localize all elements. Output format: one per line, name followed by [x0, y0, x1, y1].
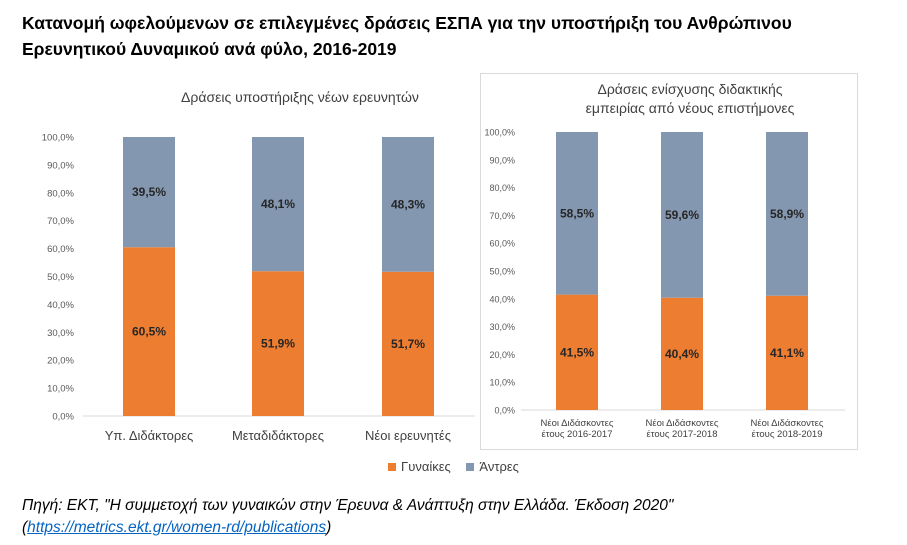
chart1-category-label: Μεταδιδάκτορες: [232, 428, 324, 443]
chart1-ytick-label: 10,0%: [47, 384, 74, 395]
chart1-ytick-label: 0,0%: [52, 412, 74, 423]
chart2-category-label: Νέοι Διδάσκοντες: [646, 418, 719, 429]
chart2-ytick-label: 40,0%: [489, 294, 515, 304]
chart1-data-label: 60,5%: [132, 325, 166, 339]
chart1-ytick-label: 70,0%: [47, 216, 74, 227]
legend-item-women: Γυναίκες: [388, 459, 451, 474]
chart1-category-label: Νέοι ερευνητές: [365, 428, 451, 443]
chart2-data-label: 40,4%: [665, 347, 699, 361]
chart2-data-label: 59,6%: [665, 208, 699, 222]
chart1-ytick-label: 60,0%: [47, 244, 74, 255]
chart2-bar-men: [766, 132, 808, 296]
chart2-frame: [480, 73, 858, 450]
chart2-bar-men: [556, 132, 598, 295]
chart2-ytick-label: 30,0%: [489, 322, 515, 332]
chart2-title: Δράσεις ενίσχυσης διδακτικής εμπειρίας α…: [510, 80, 870, 118]
chart2-category-label: έτους 2017-2018: [647, 429, 718, 440]
chart2-bar-men: [661, 132, 703, 298]
chart1-bar-women: [252, 271, 304, 416]
chart1-ytick-label: 80,0%: [47, 188, 74, 199]
chart1-ytick-label: 100,0%: [42, 133, 75, 144]
source-paren-close: ): [326, 519, 332, 536]
chart2-ytick-label: 10,0%: [489, 378, 515, 388]
chart1-ytick-label: 40,0%: [47, 300, 74, 311]
chart2-category-label: έτους 2016-2017: [542, 429, 613, 440]
chart2-category-label: Νέοι Διδάσκοντες: [751, 418, 824, 429]
chart2-title-line1: Δράσεις ενίσχυσης διδακτικής: [597, 81, 783, 97]
source-link-line: (https://metrics.ekt.gr/women-rd/publica…: [22, 517, 673, 539]
chart2-title-line2: εμπειρίας από νέους επιστήμονες: [585, 100, 795, 116]
chart2-ytick-label: 0,0%: [494, 406, 515, 416]
chart2-ytick-label: 90,0%: [489, 155, 515, 165]
chart2-ytick-label: 50,0%: [489, 267, 515, 277]
chart1-data-label: 51,7%: [391, 337, 425, 351]
chart1-data-label: 51,9%: [261, 337, 295, 351]
chart1-bar-women: [123, 247, 175, 416]
legend-label-men: Άντρες: [479, 459, 519, 474]
chart2-category-label: Νέοι Διδάσκοντες: [541, 418, 614, 429]
chart1-data-label: 39,5%: [132, 185, 166, 199]
source-text: Πηγή: ΕΚΤ, "Η συμμετοχή των γυναικών στη…: [22, 497, 674, 514]
source-link[interactable]: https://metrics.ekt.gr/women-rd/publicat…: [27, 519, 327, 536]
chart2-ytick-label: 60,0%: [489, 239, 515, 249]
chart1-category-label: Υπ. Διδάκτορες: [105, 428, 194, 443]
chart2-bar-women: [661, 297, 703, 410]
source-note: Πηγή: ΕΚΤ, "Η συμμετοχή των γυναικών στη…: [22, 495, 673, 539]
legend-swatch-women: [388, 462, 397, 471]
chart1-bar-women: [382, 271, 434, 416]
main-title: Κατανομή ωφελούμενων σε επιλεγμένες δράσ…: [22, 13, 792, 59]
chart2-data-label: 58,9%: [770, 207, 804, 221]
legend-item-men: Άντρες: [466, 459, 519, 474]
chart1-data-label: 48,3%: [391, 197, 425, 211]
chart1-ytick-label: 30,0%: [47, 328, 74, 339]
chart2-bar-women: [766, 295, 808, 410]
chart2-data-label: 41,1%: [770, 346, 804, 360]
chart2-bar-women: [556, 294, 598, 410]
chart1-bar-men: [252, 137, 304, 272]
chart1-ytick-label: 20,0%: [47, 356, 74, 367]
legend-label-women: Γυναίκες: [401, 459, 451, 474]
chart2-ytick-label: 80,0%: [489, 183, 515, 193]
source-paren-open: (: [22, 519, 28, 536]
chart1-data-label: 48,1%: [261, 197, 295, 211]
legend: Γυναίκες Άντρες: [0, 459, 907, 474]
chart2-data-label: 41,5%: [560, 345, 594, 359]
chart1-bar-men: [382, 137, 434, 272]
legend-swatch-men: [466, 462, 475, 471]
chart2-category-label: έτους 2018-2019: [752, 429, 823, 440]
chart2-ytick-label: 20,0%: [489, 350, 515, 360]
chart1-title: Δράσεις υποστήριξης νέων ερευνητών: [181, 89, 419, 105]
chart2-ytick-label: 70,0%: [489, 211, 515, 221]
chart1-ytick-label: 50,0%: [47, 272, 74, 283]
chart1-ytick-label: 90,0%: [47, 160, 74, 171]
chart2-ytick-label: 100,0%: [484, 128, 515, 138]
chart2-data-label: 58,5%: [560, 206, 594, 220]
chart1-bar-men: [123, 137, 175, 248]
